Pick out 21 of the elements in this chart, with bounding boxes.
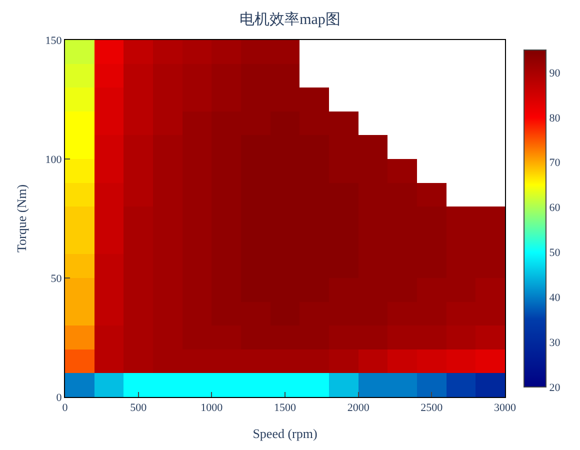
x-axis-title: Speed (rpm)	[252, 426, 318, 441]
color-bar-label: 60	[549, 202, 561, 214]
x-tick-label: 1000	[200, 402, 224, 414]
x-tick-label: 3000	[494, 402, 516, 414]
y-tick-label: 50	[50, 272, 62, 285]
x-tick-label: 2500	[420, 402, 444, 414]
color-bar-label: 50	[549, 247, 561, 260]
y-tick-label: 100	[45, 154, 62, 166]
y-tick-label: 0	[56, 392, 62, 404]
color-bar-label: 70	[549, 157, 561, 170]
color-bar-label: 80	[549, 112, 561, 124]
y-tick-label: 150	[45, 34, 62, 47]
x-tick-label: 1500	[274, 402, 296, 414]
color-bar-label: 20	[549, 382, 561, 394]
chart-title: 电机效率map图	[240, 11, 340, 28]
y-axis-title: Torque (Nm)	[14, 184, 30, 253]
color-bar-label: 30	[549, 336, 561, 349]
color-bar-label: 90	[549, 67, 561, 80]
x-tick-label: 2000	[347, 402, 370, 414]
x-tick-label: 500	[130, 402, 148, 414]
color-bar-label: 40	[549, 292, 561, 304]
